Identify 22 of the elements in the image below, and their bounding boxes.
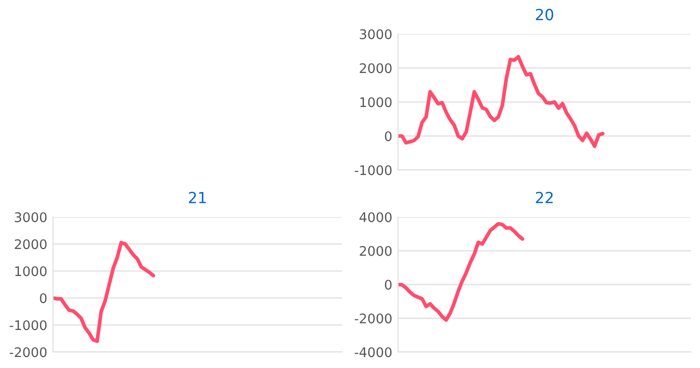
chart-title: 20 [536,8,554,20]
y-tick-label: 1000 [15,266,47,276]
y-tick-label: -1000 [10,320,47,330]
y-tick-label: 3000 [14,212,47,222]
y-tick-label: 0 [384,280,392,290]
y-tick-label: -2000 [10,347,47,358]
y-tick-label: -1000 [354,165,392,176]
y-tick-label: -2000 [354,313,392,324]
y-tick-label: -4000 [354,347,392,358]
chart-title: 22 [536,192,553,204]
y-tick-label: 3000 [360,29,392,40]
y-tick-label: 2000 [14,239,47,250]
line-series [53,240,156,344]
chart-title: 21 [188,192,206,204]
y-tick-label: 0 [384,131,392,142]
y-tick-label: 4000 [360,212,392,222]
y-tick-label: 2000 [360,63,392,74]
y-tick-label: 1000 [360,97,392,108]
y-tick-label: 2000 [360,246,392,256]
line-series [398,54,605,148]
line-series [398,222,524,322]
y-tick-label: 0 [40,293,47,304]
